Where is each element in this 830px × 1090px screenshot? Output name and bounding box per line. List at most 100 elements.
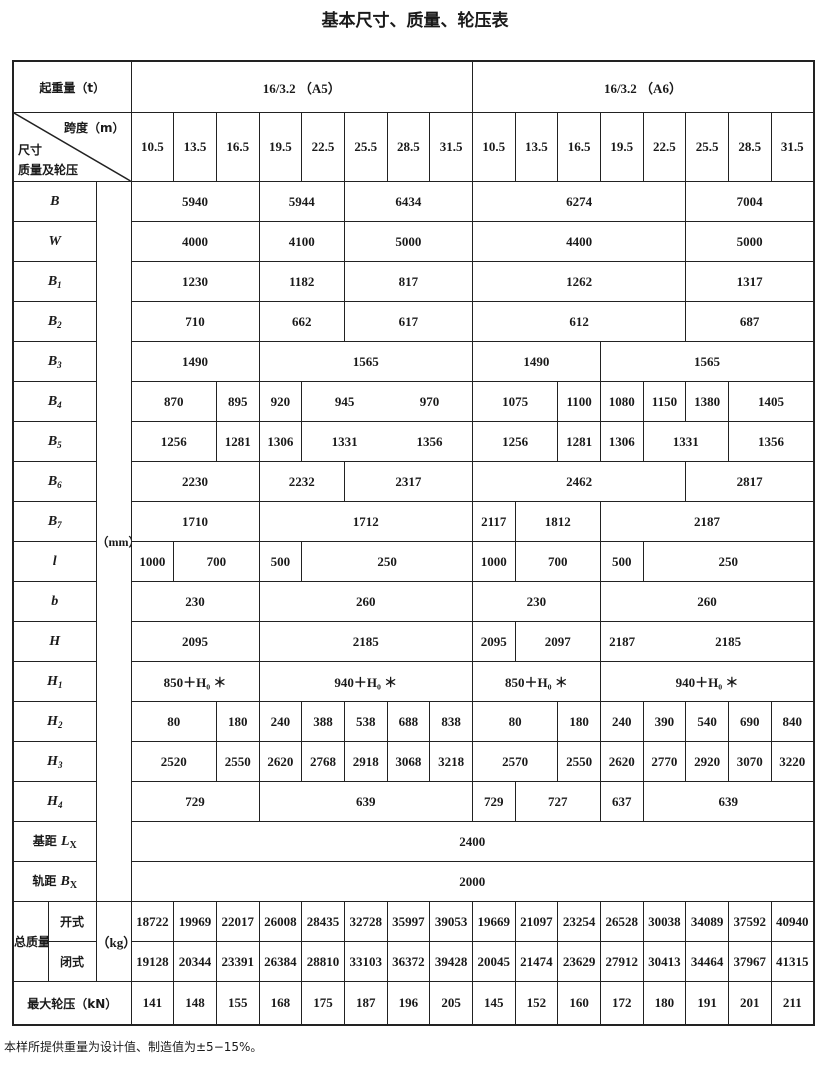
row-label: 轨距 BX xyxy=(12,861,97,902)
merged-values: 945 970 xyxy=(303,393,472,410)
table-cell: 180 xyxy=(215,701,260,742)
table-cell: 2232 xyxy=(258,461,345,502)
table-cell: 729 xyxy=(130,781,260,822)
table-cell: 40940 xyxy=(770,901,815,942)
footnote: 本样所提供重量为设计值、制造值为±5−15%。 xyxy=(4,1040,263,1054)
table-cell: 2570 xyxy=(471,741,559,782)
header-row-capacity: 起重量（t） 16/3.2 （A5） 16/3.2 （A6） xyxy=(12,60,815,113)
table-row: W 4000 4100 5000 4400 5000 xyxy=(12,221,815,262)
row-label: H2 xyxy=(12,701,97,742)
diagonal-line xyxy=(14,113,131,181)
table-cell: 6274 xyxy=(471,181,687,222)
row-label: H xyxy=(12,621,97,662)
table-cell: 211 xyxy=(770,981,815,1026)
cell-value: 2187 xyxy=(609,633,636,649)
row-label-symbol: H xyxy=(47,754,58,769)
table-cell: 240 xyxy=(599,701,644,742)
table-row: B7 1710 1712 2117 1812 2187 xyxy=(12,501,815,542)
table-cell: 1405 xyxy=(727,381,815,422)
table-cell: 727 xyxy=(514,781,601,822)
row-label-symbol: L xyxy=(60,834,70,849)
table-cell: 2230 xyxy=(130,461,260,502)
table-cell: 1150 xyxy=(642,381,687,422)
table-cell: 35997 xyxy=(386,901,431,942)
row-label-subscript: 4 xyxy=(57,400,62,410)
table-row-max-load: 最大轮压（kN） 141 148 155 168 175 187 196 205 145 152 16… xyxy=(12,981,815,1026)
table-cell: 538 xyxy=(343,701,388,742)
capacity-label: 起重量（t） xyxy=(12,60,132,113)
table-cell: 945 970 xyxy=(301,381,473,422)
table-cell: 1075 xyxy=(471,381,559,422)
table-cell: 152 xyxy=(514,981,559,1026)
table-cell: 687 xyxy=(685,301,815,342)
row-label: l xyxy=(12,541,97,582)
table-cell: 688 xyxy=(386,701,431,742)
table-cell: 19128 xyxy=(130,941,175,982)
table-cell: 1000 xyxy=(471,541,516,582)
mass-label: 总质量 xyxy=(12,901,49,982)
table-cell: 230 xyxy=(471,581,601,622)
unit-mm: （mm） xyxy=(95,181,132,902)
table-row: B6 2230 2232 2317 2462 2817 xyxy=(12,461,815,502)
row-label: H4 xyxy=(12,781,97,822)
row-label-symbol: B xyxy=(47,354,58,369)
cell-value: 945 xyxy=(334,393,355,409)
header-row-span: 跨度（m） 尺寸 质量及轮压 10.5 13.5 16.5 19.5 22.5 25.5 2… xyxy=(12,112,815,182)
table-cell: 2187 2185 xyxy=(599,621,815,662)
span-header-cell: 16.5 xyxy=(215,112,260,182)
table-cell: 37592 xyxy=(727,901,772,942)
table-row: b 230 260 230 260 xyxy=(12,581,815,622)
spec-table: 起重量（t） 16/3.2 （A5） 16/3.2 （A6） 跨度（m） 尺寸 … xyxy=(12,60,815,1026)
table-cell: 19669 xyxy=(471,901,516,942)
table-cell: 2817 xyxy=(685,461,815,502)
span-header-cell: 25.5 xyxy=(685,112,729,182)
row-label-symbol: H xyxy=(47,674,58,689)
table-cell: 260 xyxy=(258,581,473,622)
table-cell: 5940 xyxy=(130,181,260,222)
row-label: b xyxy=(12,581,97,622)
row-label: B3 xyxy=(12,341,97,382)
table-cell: 230 xyxy=(130,581,260,622)
span-header-cell: 13.5 xyxy=(514,112,559,182)
table-cell: 201 xyxy=(727,981,772,1026)
table-cell: 920 xyxy=(258,381,303,422)
row-label-symbol: H xyxy=(49,634,61,649)
table-cell: 2187 xyxy=(599,501,815,542)
row-label-text: 轨距 xyxy=(32,874,61,888)
cell-value: 2185 xyxy=(715,633,742,649)
table-cell: 19969 xyxy=(173,901,217,942)
span-header-cell: 19.5 xyxy=(599,112,644,182)
row-label-subscript: 3 xyxy=(57,760,63,770)
table-cell: 39428 xyxy=(429,941,473,982)
row-label-symbol: B xyxy=(50,194,60,209)
table-cell: 1080 xyxy=(599,381,644,422)
table-cell: 6434 xyxy=(343,181,473,222)
table-cell: 2620 xyxy=(599,741,644,782)
table-cell: 36372 xyxy=(386,941,431,982)
table-cell: 34464 xyxy=(685,941,729,982)
table-cell: 1565 xyxy=(599,341,815,382)
row-label-subscript: 2 xyxy=(57,720,63,730)
table-cell: 2770 xyxy=(642,741,687,782)
table-cell: 1281 xyxy=(557,421,601,462)
table-cell: 180 xyxy=(642,981,687,1026)
table-cell: 28810 xyxy=(301,941,345,982)
row-label-symbol: b xyxy=(51,594,59,609)
page-title: 基本尺寸、质量、轮压表 xyxy=(321,11,509,31)
span-header-cell: 10.5 xyxy=(471,112,516,182)
table-cell: 80 xyxy=(471,701,559,742)
table-cell: 3218 xyxy=(429,741,473,782)
table-row-mass-open: 总质量开式（kg）1872219969220172600828435327283… xyxy=(12,901,815,982)
table-row: B5 1256 1281 1306 1331 1356 1256 1281 1306 1331 13… xyxy=(12,421,815,462)
table-cell: 21474 xyxy=(514,941,559,982)
table-cell: 5000 xyxy=(343,221,473,262)
table-row: B2 710 662 617 612 687 xyxy=(12,301,815,342)
row-label-symbol: H xyxy=(47,714,58,729)
table-cell: 1331 1356 xyxy=(301,421,473,462)
table-cell: 388 xyxy=(301,701,345,742)
table-cell: 18722 xyxy=(130,901,175,942)
table-cell: 870 xyxy=(130,381,217,422)
table-cell: 4000 xyxy=(130,221,260,262)
row-label: B5 xyxy=(12,421,97,462)
table-cell: 840 xyxy=(770,701,815,742)
